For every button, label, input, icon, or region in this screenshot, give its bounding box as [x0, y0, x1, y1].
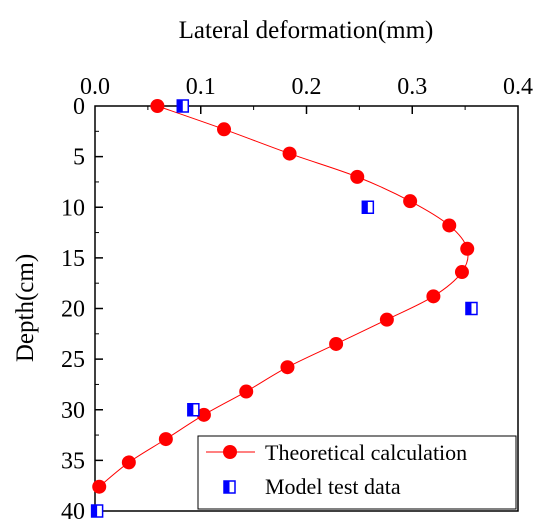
legend: Theoretical calculation Model test data	[197, 435, 517, 510]
x-tick-label: 0.1	[186, 74, 216, 100]
x-tick-label: 0.0	[80, 74, 110, 100]
y-tick-label: 5	[73, 145, 85, 171]
theoretical-point	[121, 455, 136, 470]
theoretical-point	[150, 99, 165, 113]
theoretical-point	[217, 122, 232, 137]
theoretical-point	[239, 384, 254, 399]
x-axis-title: Lateral deformation(mm)	[179, 17, 434, 44]
y-tick-label: 30	[61, 398, 85, 424]
x-tick-label: 0.3	[397, 74, 427, 100]
model-test-point	[176, 99, 190, 113]
y-tick-label: 35	[61, 448, 85, 474]
theoretical-point	[282, 146, 297, 161]
theoretical-point	[379, 312, 394, 327]
theoretical-curve	[98, 105, 469, 488]
legend-theoretical-marker	[223, 445, 237, 459]
legend-model-label: Model test data	[265, 474, 401, 499]
theoretical-point	[196, 407, 211, 422]
y-axis-ticks: 0 5 10 15 20 25 30 35 40	[61, 94, 103, 525]
theoretical-point	[454, 265, 469, 280]
x-tick-label: 0.4	[503, 74, 533, 100]
legend-theoretical-label: Theoretical calculation	[265, 440, 467, 465]
theoretical-point	[442, 218, 457, 233]
theoretical-point	[350, 169, 365, 184]
y-tick-label: 20	[61, 297, 85, 323]
theoretical-point	[460, 241, 475, 256]
x-axis-ticks: 0.0 0.1 0.2 0.3 0.4	[80, 74, 533, 114]
legend-box	[197, 435, 517, 510]
y-tick-label: 40	[61, 499, 85, 525]
model-test-point	[90, 504, 104, 518]
theoretical-point	[426, 289, 441, 304]
theoretical-point	[280, 360, 295, 375]
series-layer	[90, 99, 478, 518]
legend-model-marker	[223, 480, 236, 494]
y-tick-label: 10	[61, 195, 85, 221]
y-tick-label: 25	[61, 347, 85, 373]
y-tick-label: 15	[61, 246, 85, 272]
model-test-point	[187, 403, 200, 417]
y-tick-label: 0	[73, 94, 85, 120]
theoretical-point	[158, 432, 173, 447]
theoretical-point	[92, 479, 107, 494]
y-axis-title: Depth(cm)	[12, 254, 39, 362]
theoretical-point	[403, 194, 418, 209]
model-test-point	[361, 200, 375, 214]
model-test-point	[465, 301, 478, 316]
theoretical-point	[329, 336, 344, 351]
x-tick-label: 0.2	[292, 74, 322, 100]
